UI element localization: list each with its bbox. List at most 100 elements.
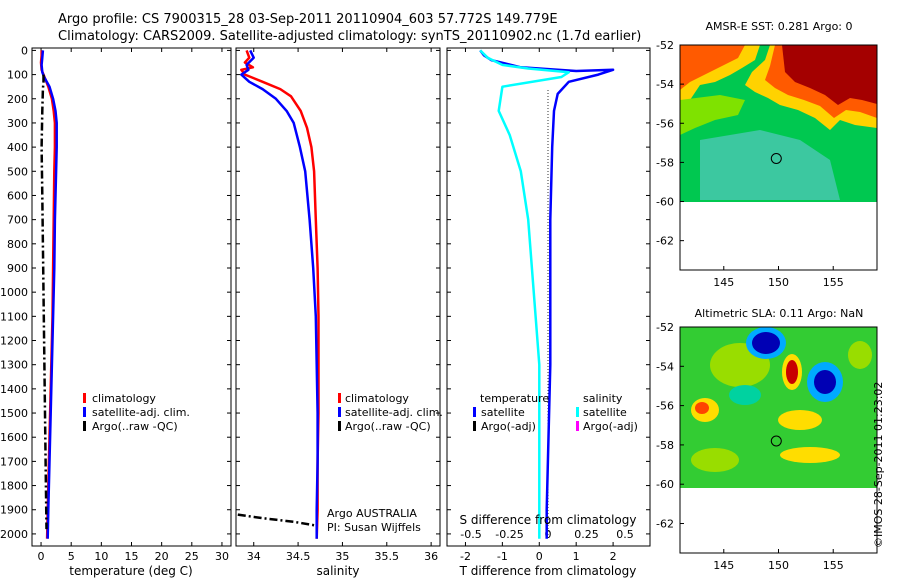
- sst-light-green-band: [680, 95, 745, 135]
- temperature-panel: 0100200300400500600700800900100011001200…: [0, 44, 232, 578]
- s-diff-tick-label: 0: [545, 528, 552, 541]
- x-tick-label: -2: [460, 550, 471, 563]
- argo-note-line1: Argo AUSTRALIA: [327, 507, 417, 520]
- sst-warm-region: [782, 45, 877, 105]
- lon-tick-label: 150: [768, 276, 789, 289]
- legend-label-climatology: climatology: [345, 392, 409, 405]
- argo-note-line2: PI: Susan Wijffels: [327, 521, 421, 534]
- sla-anomaly-13: [848, 341, 872, 369]
- figure-title-line1: Argo profile: CS 7900315_28 03-Sep-2011 …: [58, 12, 558, 27]
- temperature-xlabel: temperature (deg C): [69, 564, 192, 578]
- temperature-x-axis: 0 5 10 15 20 25 30: [38, 48, 229, 563]
- sla-anomaly-11: [778, 410, 822, 430]
- legend-label-t-satellite: satellite: [481, 406, 525, 419]
- salinity-difference-axis: -0.5 -0.25 0 0.25 0.5: [460, 528, 633, 541]
- depth-tick-label: 0: [21, 44, 28, 57]
- difference-x-axis: -2 -1 0 1 2: [460, 48, 617, 563]
- lat-tick-label: -54: [656, 360, 674, 373]
- s-diff-tick-label: 0.5: [616, 528, 634, 541]
- sst-nodata-region: [680, 202, 877, 262]
- sla-anomaly-7: [814, 370, 836, 394]
- argo-line: [237, 513, 317, 527]
- sla-anomaly-8: [729, 385, 761, 405]
- sla-anomaly-3: [752, 332, 780, 354]
- s-diff-tick-label: 0.25: [574, 528, 599, 541]
- salinity-xlabel: salinity: [316, 564, 359, 578]
- depth-tick-label: 1600: [0, 431, 28, 444]
- lat-tick-label: -54: [656, 78, 674, 91]
- legend-swatch-climatology: [338, 393, 341, 403]
- temperature-axes-frame: [31, 47, 232, 547]
- difference-legend: temperature salinity satellite Argo(-adj…: [473, 392, 638, 433]
- lat-tick-label: -52: [656, 321, 674, 334]
- legend-swatch-t-satellite: [473, 407, 476, 417]
- s-difference-satellite-line: [479, 49, 571, 539]
- depth-tick-label: 900: [7, 262, 28, 275]
- x-tick-label: 20: [155, 550, 169, 563]
- satellite-line: [240, 49, 319, 539]
- legend-swatch-s-argo: [576, 421, 579, 431]
- lon-tick-label: 145: [713, 559, 734, 572]
- sst-field: [680, 45, 877, 202]
- legend-swatch-argo: [338, 421, 341, 431]
- salinity-panel: 34 34.5 35 35.5 36 salinity climatology sate…: [235, 47, 443, 578]
- salinity-profile-lines: [237, 49, 320, 539]
- depth-tick-label: 1400: [0, 383, 28, 396]
- lon-tick-label: 155: [823, 559, 844, 572]
- depth-tick-label: 1700: [0, 455, 28, 468]
- lat-tick-label: -60: [656, 196, 674, 209]
- sla-map-panel: Altimetric SLA: 0.11 Argo: NaN 145 150 155…: [656, 307, 878, 572]
- lon-tick-label: 145: [713, 276, 734, 289]
- x-tick-label: 0: [38, 550, 45, 563]
- difference-panel: -2 -1 0 1 2 -0.5 -0.25 0 0.25 0.5 S difference f…: [446, 47, 651, 578]
- s-diff-tick-label: -0.25: [495, 528, 523, 541]
- depth-tick-label: 100: [7, 69, 28, 82]
- sst-argo-marker: [770, 153, 782, 164]
- sla-nodata-region: [680, 488, 877, 553]
- x-tick-label: 15: [125, 550, 139, 563]
- sla-map-title: Altimetric SLA: 0.11 Argo: NaN: [695, 307, 864, 320]
- legend-header-temperature: temperature: [480, 392, 549, 405]
- depth-tick-label: 200: [7, 93, 28, 106]
- depth-axis: 0 100 200 300 400 500 600 700 800 900 1000 1100 1200…: [0, 44, 231, 541]
- depth-tick-label: 1800: [0, 480, 28, 493]
- s-difference-label: S difference from climatology: [460, 513, 637, 527]
- lat-tick-label: -62: [656, 518, 674, 531]
- lat-tick-label: -56: [656, 400, 674, 413]
- depth-tick-label: 1200: [0, 335, 28, 348]
- sla-map-axes: 145 150 155 -52 -54 -56 -58 -60 -62: [656, 321, 844, 572]
- legend-label-argo: Argo(..raw -QC): [92, 420, 178, 433]
- lon-tick-label: 155: [823, 276, 844, 289]
- legend-swatch-climatology: [83, 393, 86, 403]
- legend-label-climatology: climatology: [92, 392, 156, 405]
- salinity-legend: climatology satellite-adj. clim. Argo(..…: [338, 392, 443, 433]
- lon-tick-label: 150: [768, 559, 789, 572]
- sla-anomaly-10: [695, 402, 709, 414]
- depth-tick-label: 400: [7, 141, 28, 154]
- x-tick-label: 5: [68, 550, 75, 563]
- depth-tick-label: 2000: [0, 528, 28, 541]
- salinity-axes-frame: [235, 47, 441, 547]
- x-tick-label: 2: [610, 550, 617, 563]
- x-tick-label: 35.5: [375, 550, 400, 563]
- legend-label-argo: Argo(..raw -QC): [345, 420, 431, 433]
- depth-tick-label: 300: [7, 117, 28, 130]
- depth-tick-label: 1000: [0, 286, 28, 299]
- figure-title-line2: Climatology: CARS2009. Satellite-adjuste…: [58, 29, 642, 44]
- legend-label-s-satellite: satellite: [583, 406, 627, 419]
- lat-tick-label: -58: [656, 439, 674, 452]
- salinity-y-ticks: [236, 49, 440, 535]
- depth-tick-label: 500: [7, 165, 28, 178]
- sla-anomaly-5: [786, 360, 798, 384]
- salinity-x-axis: 34 34.5 35 35.5 36: [247, 48, 438, 563]
- depth-tick-label: 600: [7, 189, 28, 202]
- depth-tick-label: 1300: [0, 359, 28, 372]
- x-tick-label: 30: [215, 550, 229, 563]
- legend-swatch-t-argo: [473, 421, 476, 431]
- lat-tick-label: -60: [656, 478, 674, 491]
- difference-y-ticks: [447, 49, 650, 535]
- legend-header-salinity: salinity: [583, 392, 623, 405]
- legend-swatch-s-satellite: [576, 407, 579, 417]
- x-tick-label: 34: [247, 550, 261, 563]
